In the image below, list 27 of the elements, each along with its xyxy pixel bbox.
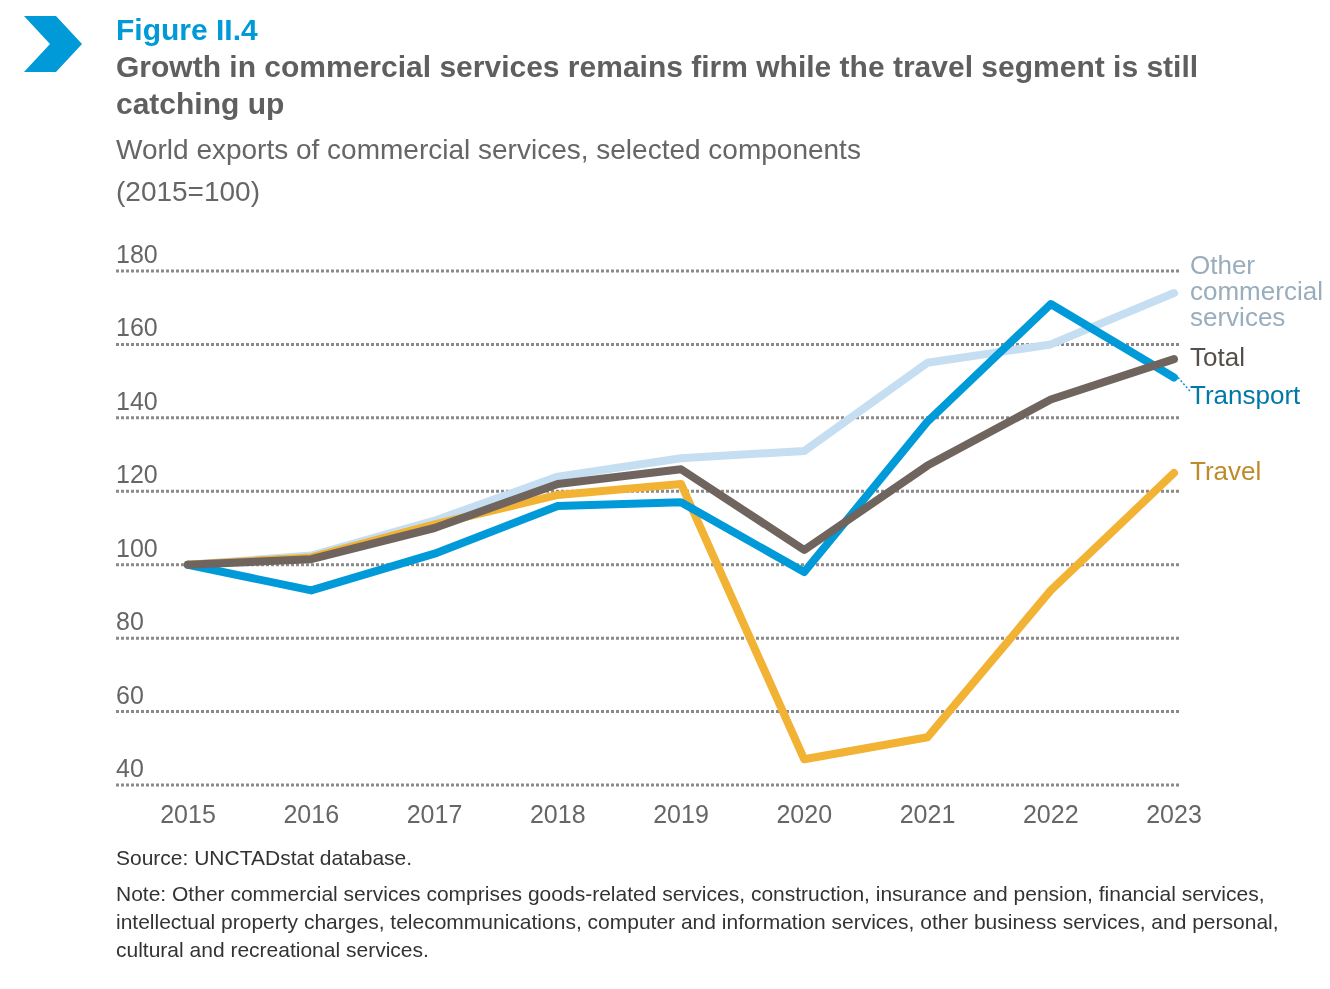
series-label: Other commercial services: [1190, 250, 1323, 333]
text: Figure II.4: [116, 13, 259, 46]
y-tick-label: 100: [116, 533, 158, 562]
source-note: Source: UNCTADstat database.: [116, 846, 413, 869]
x-tick-label: 2022: [1022, 800, 1079, 828]
y-tick-label: 60: [116, 680, 144, 709]
x-tick-label: 2020: [776, 800, 833, 828]
x-tick-label: 2018: [529, 800, 586, 828]
y-axis-title: (2015=100): [116, 176, 261, 207]
x-tick-label: 2023: [1146, 800, 1202, 828]
y-tick-label: 180: [116, 240, 158, 268]
x-tick-label: 2015: [160, 800, 216, 828]
y-tick-label: 120: [116, 460, 158, 489]
text: Note: Other commercial services comprises goods-related services, construction, insurance and pension, financial services, intellectual property charges, telecommunications, computer and information services, other business services, and personal, cultural and recreational services.: [116, 882, 1279, 961]
chart-title: Growth in commercial services remains firm while the travel segment is still catching up: [116, 50, 1199, 120]
y-tick-label: 160: [116, 313, 158, 342]
series-label: Travel: [1190, 455, 1262, 486]
y-tick-label: 40: [116, 754, 144, 782]
x-tick-label: 2021: [899, 800, 956, 828]
x-tick-label: 2017: [406, 800, 463, 828]
x-tick-label: 2016: [283, 800, 340, 828]
chart-subtitle: World exports of commercial services, selected components: [116, 134, 861, 165]
x-tick-label: 2019: [653, 800, 709, 828]
y-tick-label: 140: [116, 386, 158, 415]
y-tick-label: 80: [116, 607, 144, 636]
series-label: Total: [1190, 342, 1245, 373]
legend-label: Transport: [1190, 380, 1302, 411]
